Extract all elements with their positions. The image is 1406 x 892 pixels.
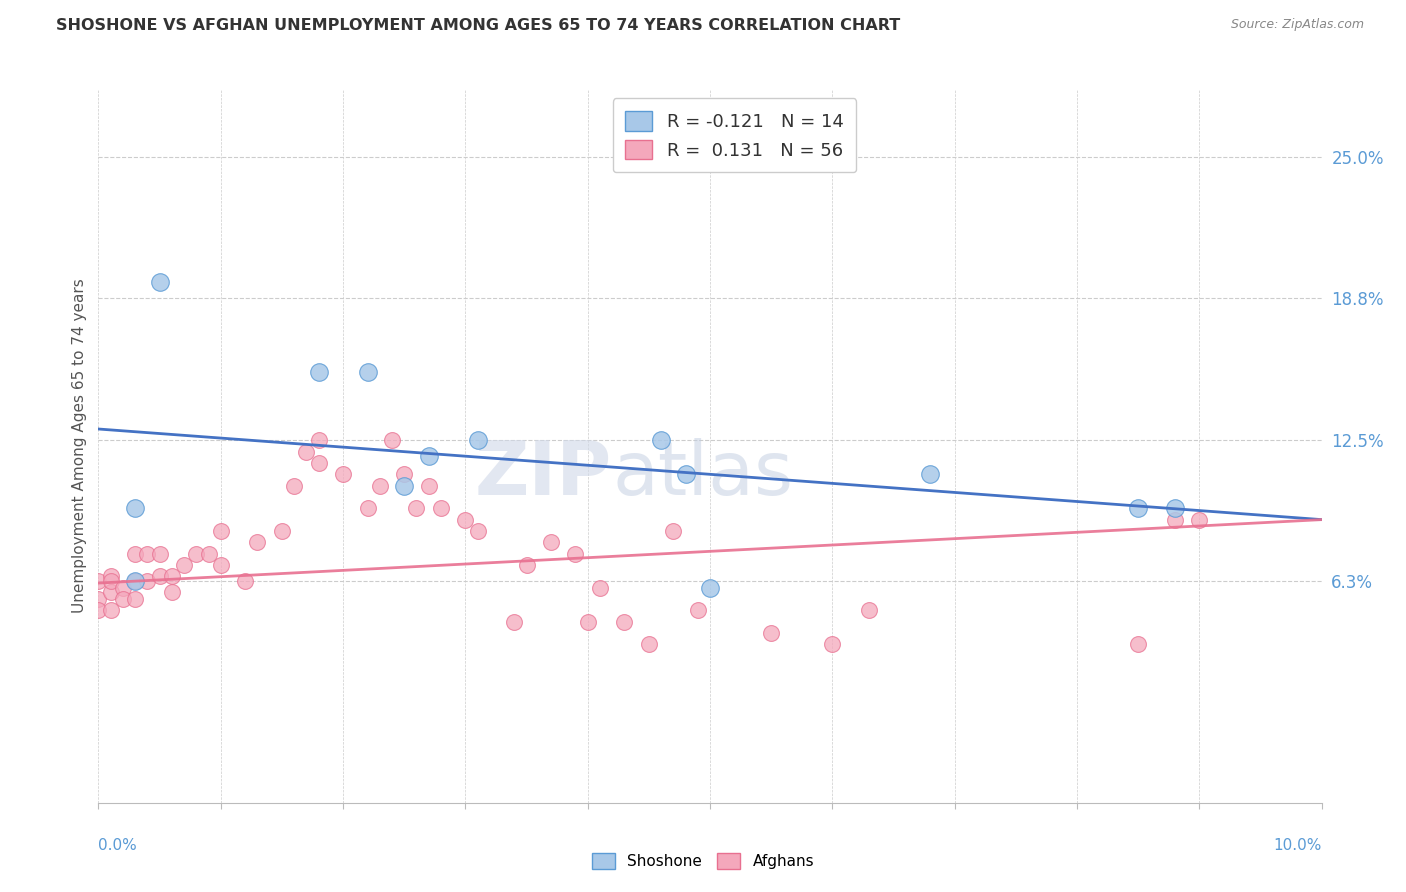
Point bbox=[100, 585, 122, 599]
Point bbox=[392, 467, 416, 482]
Point bbox=[160, 569, 183, 583]
Point bbox=[1164, 501, 1187, 516]
Point bbox=[100, 574, 122, 588]
Point bbox=[759, 626, 782, 640]
Legend: R = -0.121   N = 14, R =  0.131   N = 56: R = -0.121 N = 14, R = 0.131 N = 56 bbox=[613, 98, 856, 172]
Point bbox=[124, 591, 146, 606]
Point bbox=[454, 513, 477, 527]
Point bbox=[1128, 501, 1150, 516]
Point bbox=[308, 456, 330, 470]
Text: 10.0%: 10.0% bbox=[1274, 838, 1322, 854]
Text: SHOSHONE VS AFGHAN UNEMPLOYMENT AMONG AGES 65 TO 74 YEARS CORRELATION CHART: SHOSHONE VS AFGHAN UNEMPLOYMENT AMONG AG… bbox=[56, 18, 900, 33]
Point bbox=[124, 547, 146, 561]
Point bbox=[1164, 513, 1187, 527]
Point bbox=[418, 449, 440, 463]
Text: atlas: atlas bbox=[612, 438, 793, 511]
Point bbox=[295, 444, 318, 458]
Point bbox=[124, 574, 146, 588]
Point bbox=[516, 558, 538, 572]
Point bbox=[418, 478, 440, 492]
Point bbox=[124, 501, 146, 516]
Point bbox=[100, 569, 122, 583]
Point bbox=[160, 585, 183, 599]
Point bbox=[858, 603, 880, 617]
Point bbox=[197, 547, 219, 561]
Point bbox=[381, 434, 404, 448]
Point bbox=[392, 478, 416, 492]
Point bbox=[650, 434, 672, 448]
Point bbox=[613, 615, 636, 629]
Point bbox=[136, 547, 159, 561]
Point bbox=[576, 615, 599, 629]
Point bbox=[564, 547, 586, 561]
Point bbox=[149, 569, 172, 583]
Point bbox=[149, 547, 172, 561]
Point bbox=[540, 535, 562, 549]
Point bbox=[87, 591, 110, 606]
Point bbox=[124, 574, 146, 588]
Point bbox=[87, 574, 110, 588]
Point bbox=[209, 558, 232, 572]
Point bbox=[246, 535, 269, 549]
Y-axis label: Unemployment Among Ages 65 to 74 years: Unemployment Among Ages 65 to 74 years bbox=[72, 278, 87, 614]
Legend: Shoshone, Afghans: Shoshone, Afghans bbox=[586, 847, 820, 875]
Point bbox=[1128, 637, 1150, 651]
Point bbox=[920, 467, 942, 482]
Point bbox=[173, 558, 195, 572]
Point bbox=[637, 637, 661, 651]
Point bbox=[332, 467, 354, 482]
Point bbox=[100, 603, 122, 617]
Point bbox=[356, 501, 378, 516]
Point bbox=[467, 434, 489, 448]
Point bbox=[503, 615, 526, 629]
Point bbox=[308, 434, 330, 448]
Point bbox=[111, 581, 134, 595]
Point bbox=[589, 581, 612, 595]
Point bbox=[111, 591, 134, 606]
Point bbox=[405, 501, 427, 516]
Point bbox=[356, 365, 378, 379]
Point bbox=[149, 275, 172, 289]
Point bbox=[821, 637, 844, 651]
Point bbox=[136, 574, 159, 588]
Point bbox=[368, 478, 391, 492]
Point bbox=[283, 478, 305, 492]
Point bbox=[699, 581, 721, 595]
Point bbox=[87, 603, 110, 617]
Point bbox=[186, 547, 208, 561]
Text: ZIP: ZIP bbox=[475, 438, 612, 511]
Point bbox=[662, 524, 685, 538]
Point bbox=[686, 603, 709, 617]
Point bbox=[270, 524, 292, 538]
Text: 0.0%: 0.0% bbox=[98, 838, 138, 854]
Point bbox=[675, 467, 697, 482]
Point bbox=[467, 524, 489, 538]
Point bbox=[1188, 513, 1211, 527]
Point bbox=[308, 365, 330, 379]
Point bbox=[233, 574, 256, 588]
Point bbox=[430, 501, 453, 516]
Point bbox=[209, 524, 232, 538]
Text: Source: ZipAtlas.com: Source: ZipAtlas.com bbox=[1230, 18, 1364, 31]
